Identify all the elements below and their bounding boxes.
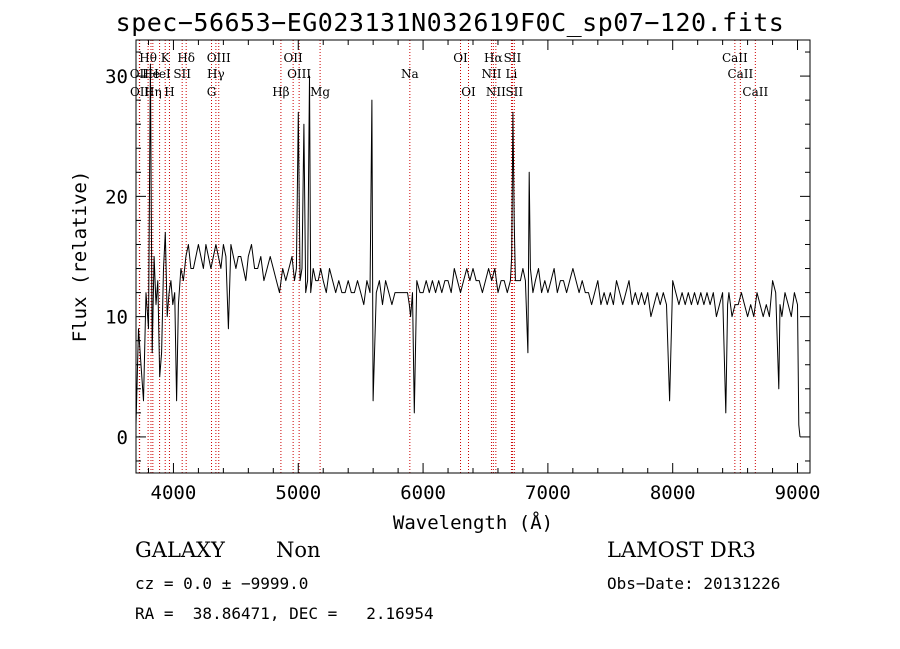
coordinates: RA = 38.86471, DEC = 2.16954 <box>135 604 434 623</box>
spectrum-line <box>135 63 801 437</box>
obs-date: Obs−Date: 20131226 <box>607 574 781 593</box>
x-tick-label: 9000 <box>775 482 821 504</box>
redshift-readout: cz = 0.0 ± −9999.0 <box>135 574 309 593</box>
survey-label: LAMOST DR3 <box>607 538 756 562</box>
x-tick-label: 5000 <box>275 482 321 504</box>
x-tick-label: 7000 <box>525 482 571 504</box>
line-label: Hβ <box>272 85 289 99</box>
y-tick-label: 30 <box>105 66 128 88</box>
line-label: Hγ <box>207 67 225 81</box>
line-label: SII <box>504 51 522 65</box>
line-label: OIII <box>287 67 311 81</box>
line-label: He <box>142 67 160 81</box>
line-label: K <box>161 51 171 65</box>
line-label: Mg <box>310 85 330 99</box>
plot-frame <box>135 39 811 474</box>
object-subclass: Non <box>276 538 321 562</box>
line-label: OIII <box>207 51 231 65</box>
line-label: OI <box>453 51 468 65</box>
line-label: Hθ <box>139 51 157 65</box>
y-axis-label: Flux (relative) <box>69 171 91 343</box>
line-label: Hη <box>144 85 162 99</box>
y-tick-label: 0 <box>117 427 128 449</box>
line-label: CaII <box>742 85 768 99</box>
line-label: Li <box>506 67 518 81</box>
line-label: NII <box>486 85 506 99</box>
x-axis-label: Wavelength (Å) <box>393 511 553 534</box>
chart-title: spec−56653−EG023131N032619F0C_sp07−120.f… <box>115 8 785 37</box>
line-label: SII <box>173 67 191 81</box>
line-label: H <box>164 85 174 99</box>
line-label: Hα <box>484 51 503 65</box>
line-label: SII <box>505 85 523 99</box>
line-label: OII <box>130 67 150 81</box>
line-label: NII <box>481 67 501 81</box>
y-tick-label: 10 <box>105 307 128 329</box>
line-label: CaII <box>727 67 753 81</box>
x-tick-label: 6000 <box>400 482 446 504</box>
line-label: Hδ <box>177 51 195 65</box>
line-label: CaII <box>722 51 748 65</box>
object-class: GALAXY <box>135 538 225 562</box>
line-label: OI <box>461 85 476 99</box>
x-tick-label: 8000 <box>650 482 696 504</box>
line-label: Na <box>401 67 419 81</box>
x-tick-label: 4000 <box>151 482 197 504</box>
line-label: OII <box>283 51 303 65</box>
line-label: HeI <box>148 67 171 81</box>
y-tick-label: 20 <box>105 186 128 208</box>
line-label: OII <box>130 85 150 99</box>
line-label: G <box>207 85 217 99</box>
